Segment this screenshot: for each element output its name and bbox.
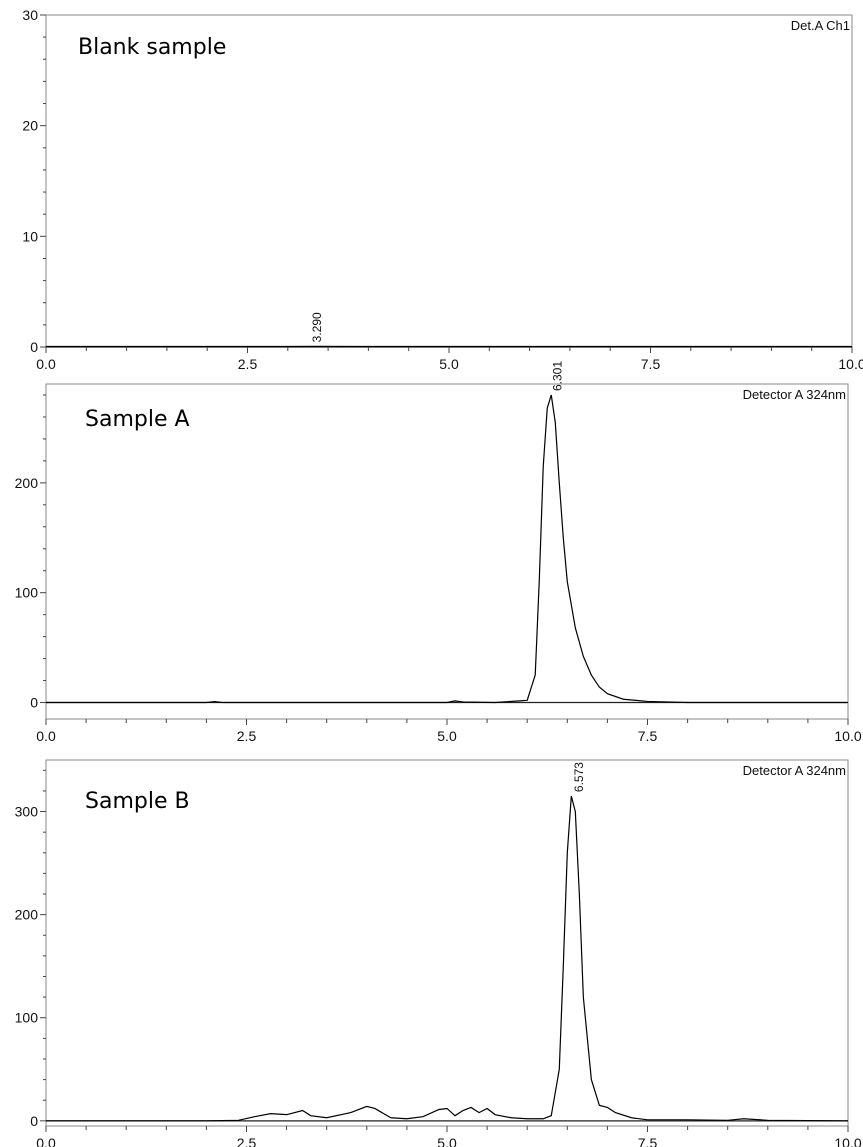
sample-title: Sample A xyxy=(85,407,190,432)
y-tick-label: 0 xyxy=(30,339,38,355)
plot-frame xyxy=(45,383,849,720)
detector-label: Det.A Ch1 xyxy=(791,18,850,33)
x-tick-label: 2.5 xyxy=(237,728,257,744)
x-tick-label: 2.5 xyxy=(238,356,258,372)
y-tick-label: 200 xyxy=(15,907,39,923)
x-tick-label: 0.0 xyxy=(36,728,56,744)
x-tick-label: 0.0 xyxy=(36,356,56,372)
chart-panel-2: 0.0 2.5 5.0 7.5 10.0 0 100 200 6.301 Detector A 3… xyxy=(15,361,862,744)
y-tick-label: 20 xyxy=(22,118,38,134)
y-tick-label: 200 xyxy=(15,475,39,491)
sample-title: Sample B xyxy=(85,789,190,814)
plot-frame xyxy=(45,14,853,348)
x-tick-label: 10.0 xyxy=(834,1135,861,1147)
peak-label: 6.301 xyxy=(550,361,564,391)
x-tick-label: 10.0 xyxy=(838,356,863,372)
peak-label: 3.290 xyxy=(310,312,324,342)
x-tick-label: 0.0 xyxy=(36,1135,56,1147)
detector-label: Detector A 324nm xyxy=(743,763,846,778)
y-tick-label: 100 xyxy=(15,1010,39,1026)
chart-panel-1: 0.0 2.5 5.0 7.5 10.0 0 10 20 30 3.290 Det.A Ch1 Bla… xyxy=(22,7,863,372)
x-tick-label: 7.5 xyxy=(641,356,661,372)
series-line xyxy=(46,795,849,1122)
x-tick-label: 7.5 xyxy=(638,1135,658,1147)
sample-title: Blank sample xyxy=(78,35,226,60)
y-tick-label: 0 xyxy=(30,695,38,711)
series-line xyxy=(46,394,848,704)
y-tick-label: 0 xyxy=(30,1113,38,1129)
chart-panel-3: 0.0 2.5 5.0 7.5 10.0 0 100 200 300 6.573 Detector … xyxy=(15,759,862,1147)
y-tick-label: 300 xyxy=(15,804,39,820)
x-tick-label: 2.5 xyxy=(237,1135,257,1147)
x-tick-label: 5.0 xyxy=(437,728,457,744)
detector-label: Detector A 324nm xyxy=(743,387,846,402)
x-tick-label: 7.5 xyxy=(638,728,658,744)
x-tick-label: 5.0 xyxy=(439,356,459,372)
y-tick-label: 30 xyxy=(22,7,38,23)
x-tick-label: 10.0 xyxy=(834,728,861,744)
y-tick-label: 10 xyxy=(22,228,38,244)
y-tick-label: 100 xyxy=(15,585,39,601)
plot-frame xyxy=(45,759,849,1127)
x-tick-label: 5.0 xyxy=(437,1135,457,1147)
peak-label: 6.573 xyxy=(572,762,586,792)
